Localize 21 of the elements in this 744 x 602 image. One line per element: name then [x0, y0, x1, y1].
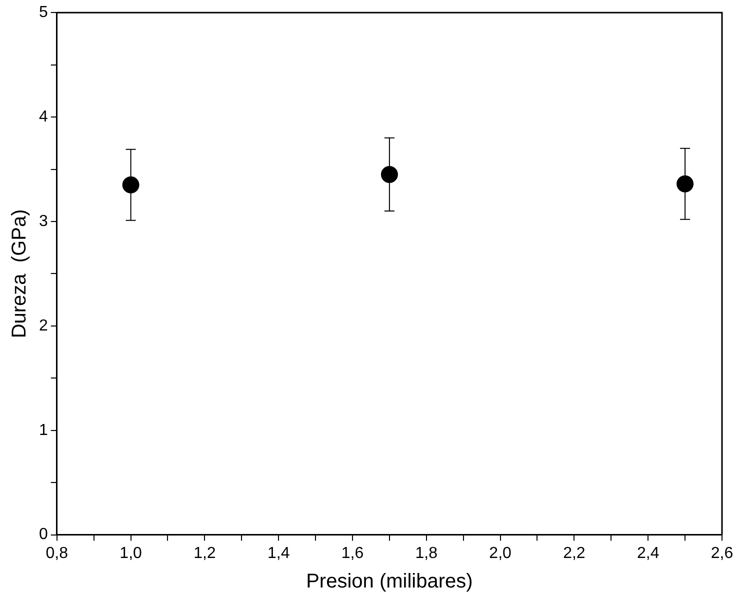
- x-tick-label: 2,4: [636, 544, 660, 562]
- x-tick-label: 1,0: [120, 544, 142, 562]
- y-tick-label: 4: [38, 108, 48, 126]
- x-tick-label: 1,2: [194, 544, 216, 562]
- point: [122, 176, 140, 194]
- y-tick-label: 1: [38, 422, 48, 439]
- x-tick-label: 1,6: [341, 544, 364, 562]
- y-tick-label: 2: [38, 317, 48, 334]
- point: [380, 166, 398, 183]
- x-tick-label: 1,8: [415, 544, 438, 562]
- x-tick-label: 2,6: [710, 544, 734, 562]
- y-tick-label: 0: [38, 526, 48, 544]
- x-tick-label: 1,4: [267, 544, 290, 562]
- x-tick-label: 0,8: [46, 544, 68, 562]
- y-tick-label: 5: [38, 4, 48, 22]
- x-tick-label: 2,2: [563, 544, 586, 562]
- x-tick-label: 2,0: [489, 544, 512, 562]
- point: [676, 175, 694, 192]
- y-tick-label: 3: [38, 212, 48, 230]
- y-axis-title: Dureza (GPa): [8, 209, 31, 338]
- x-axis-title: Presion (milibares): [306, 570, 473, 593]
